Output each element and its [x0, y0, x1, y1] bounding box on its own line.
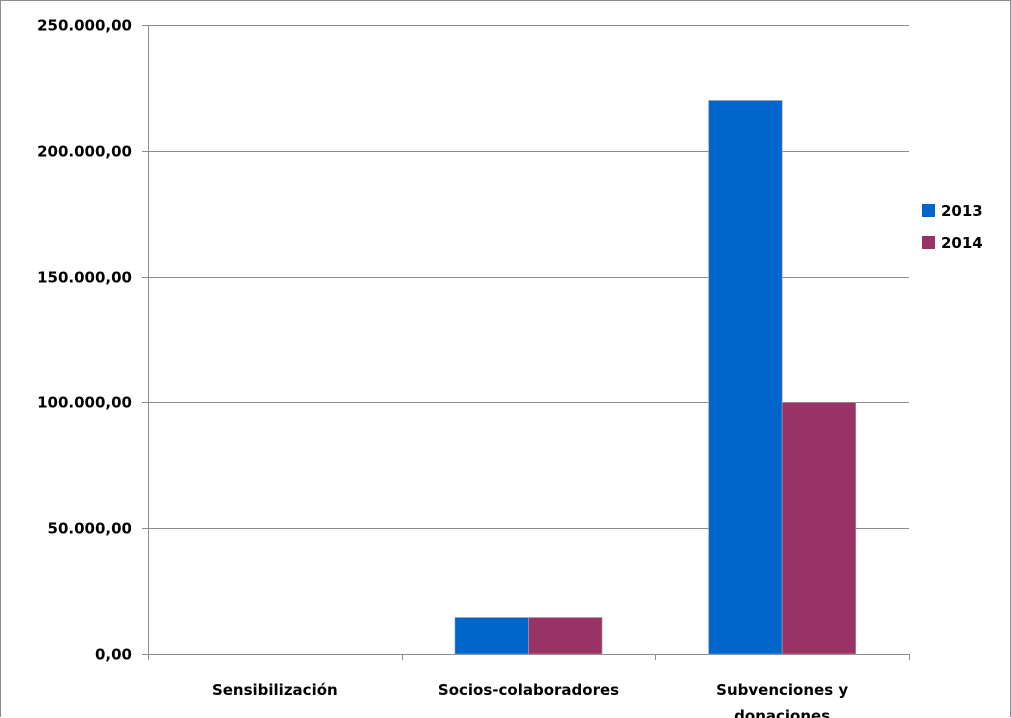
x-tick-label: Subvenciones y — [716, 681, 848, 699]
bar-2013 — [455, 618, 529, 654]
bar-2014 — [782, 402, 856, 654]
bars — [455, 100, 856, 654]
y-tick-label: 0,00 — [95, 646, 132, 664]
legend-label: 2013 — [941, 202, 983, 220]
y-tick-label: 50.000,00 — [48, 520, 132, 538]
bar-2013 — [709, 100, 783, 654]
legend-swatch-2014 — [922, 236, 935, 249]
legend-label: 2014 — [941, 234, 983, 252]
y-tick-label: 250.000,00 — [37, 17, 132, 35]
x-tick-label: Sensibilización — [212, 681, 338, 699]
x-tick-label: donaciones — [734, 707, 830, 718]
legend-swatch-2013 — [922, 204, 935, 217]
x-tick-label: Socios-colaboradores — [438, 681, 619, 699]
legend: 2013 2014 — [922, 202, 983, 252]
bar-2014 — [529, 618, 603, 654]
y-tick-label: 150.000,00 — [37, 269, 132, 287]
y-tick-label: 100.000,00 — [37, 394, 132, 412]
y-tick-label: 200.000,00 — [37, 143, 132, 161]
